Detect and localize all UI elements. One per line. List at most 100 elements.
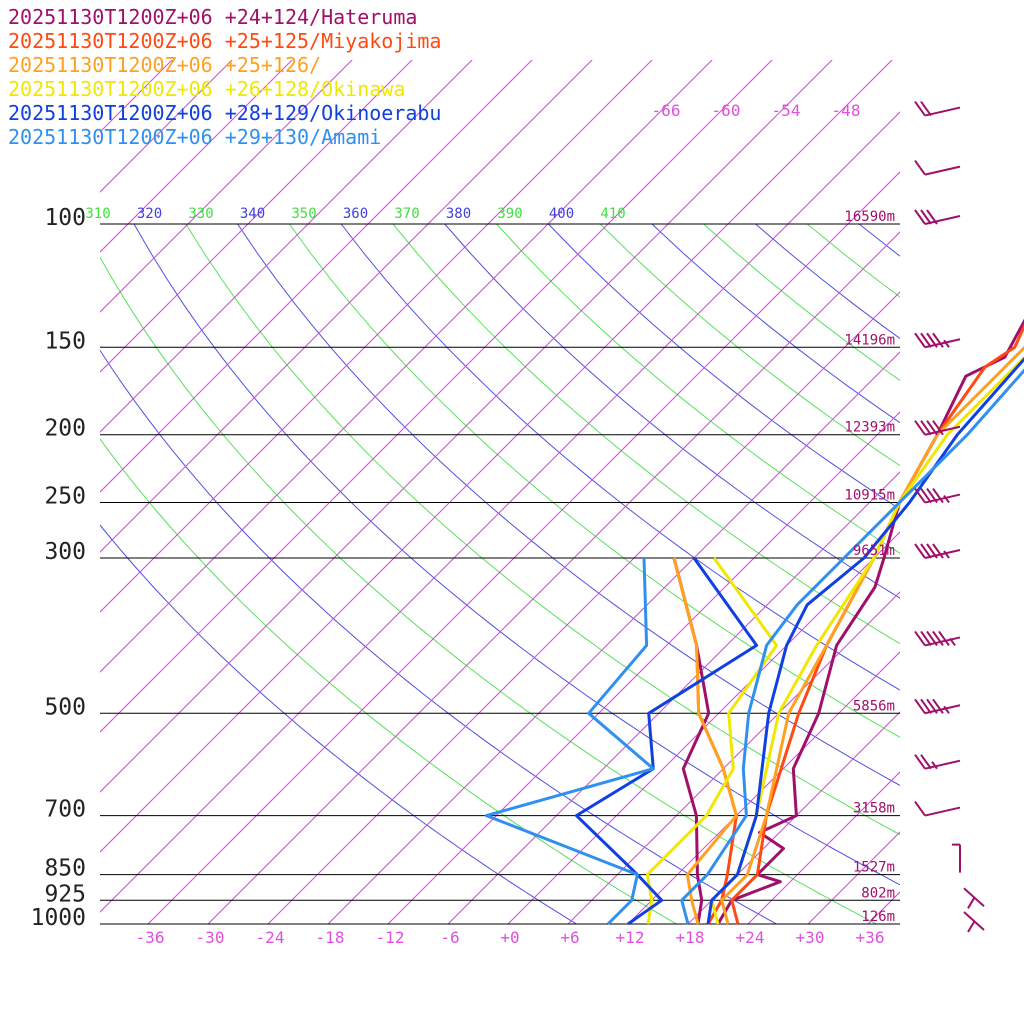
isotherm--6: [447, 471, 900, 924]
theta-label-350: 350: [291, 206, 316, 222]
wind-barb-100: [914, 209, 961, 225]
legend-entry: 20251130T1200Z+06 +25+125/Miyakojima: [8, 29, 441, 53]
dry-adiabat-370: [392, 223, 900, 645]
dewpoint-line-okinawa: [645, 557, 779, 925]
height-label-850: 1527m: [853, 860, 895, 876]
x-tick-label: +6: [560, 928, 579, 947]
wind-barb-shaft: [963, 887, 985, 909]
isotherm--66: [100, 60, 713, 673]
wind-barb-925: [963, 887, 985, 909]
x-tick-label: -12: [376, 928, 405, 947]
theta-label-410: 410: [600, 206, 625, 222]
wind-barb-shaft: [914, 630, 961, 647]
legend-entry: 20251130T1200Z+06 +25+126/: [8, 53, 321, 77]
isotherm-24: [747, 771, 900, 924]
temperature-line-amami: [680, 368, 1024, 925]
isotherm--114: [100, 60, 233, 193]
dry-adiabat-350: [288, 223, 900, 738]
axis-labels: 100 16590m 150 14196m 200 12393m 250 10915m 300 9…: [31, 101, 895, 947]
isotherm--12: [387, 411, 900, 924]
wind-barb-850: [952, 843, 961, 873]
pressure-label-1000: 1000: [31, 905, 86, 931]
isotherm--78: [100, 60, 593, 553]
wind-barb-250: [914, 487, 961, 504]
legend-entry: 20251130T1200Z+06 +29+130/Amami: [8, 125, 381, 149]
wind-barb-200: [914, 420, 961, 436]
height-label-100: 16590m: [844, 209, 895, 225]
dry-adiabat-440: [755, 223, 900, 340]
height-label-250: 10915m: [844, 488, 895, 504]
x-tick-label: -36: [136, 928, 165, 947]
upper-temp-label: -60: [712, 101, 741, 120]
wind-barb-shaft: [963, 911, 985, 933]
wind-barb-500: [914, 698, 961, 715]
pressure-label-700: 700: [44, 797, 86, 823]
isotherm--108: [100, 60, 293, 253]
pressure-label-250: 250: [44, 484, 86, 510]
x-tick-label: -18: [316, 928, 345, 947]
pressure-label-150: 150: [44, 328, 86, 354]
upper-temp-label: -48: [832, 101, 861, 120]
dry-adiabat-340: [237, 223, 900, 787]
x-tick-label: +18: [676, 928, 705, 947]
isotherm--48: [100, 60, 893, 853]
x-tick-label: +36: [856, 928, 885, 947]
wind-barb-70: [914, 100, 961, 117]
isotherm--102: [100, 60, 353, 313]
legend-entry: 20251130T1200Z+06 +26+128/Okinawa: [8, 77, 405, 101]
upper-temp-label: -54: [772, 101, 801, 120]
isotherm-grid: [100, 24, 1024, 924]
wind-barb-shaft: [914, 209, 961, 225]
height-label-1000: 126m: [861, 909, 895, 925]
x-tick-label: -30: [196, 928, 225, 947]
x-tick-label: -24: [256, 928, 285, 947]
isotherm-6: [567, 591, 900, 924]
theta-label-320: 320: [137, 206, 162, 222]
isotherm-42: [928, 24, 1024, 924]
theta-label-310: 310: [85, 206, 110, 222]
pressure-label-200: 200: [44, 416, 86, 442]
wind-barb-150: [914, 332, 961, 349]
series-lines: [484, 318, 1024, 926]
pressure-label-300: 300: [44, 539, 86, 565]
isotherm--30: [207, 231, 900, 924]
theta-label-390: 390: [497, 206, 522, 222]
height-label-925: 802m: [861, 885, 895, 901]
isotherm-36: [867, 891, 900, 924]
dry-adiabat-330: [185, 223, 900, 836]
x-tick-label: +0: [500, 928, 519, 947]
isotherm--24: [267, 291, 900, 924]
wind-barb-shaft: [914, 100, 961, 117]
x-tick-label: +12: [616, 928, 645, 947]
isotherm-12: [627, 651, 900, 924]
dewpoint-line-okinoerabu: [574, 557, 759, 926]
wind-barb-600: [914, 754, 961, 770]
dry-adiabat-320: [133, 223, 900, 886]
wind-barb-shaft: [952, 843, 961, 873]
theta-label-370: 370: [394, 206, 419, 222]
theta-label-340: 340: [240, 206, 265, 222]
legend-entry: 20251130T1200Z+06 +24+124/Hateruma: [8, 5, 417, 29]
pressure-label-500: 500: [44, 694, 86, 720]
pressure-label-925: 925: [44, 881, 86, 907]
dewpoint-line-25-126: [672, 557, 738, 925]
height-label-150: 14196m: [844, 332, 895, 348]
height-label-300: 9651m: [853, 543, 895, 559]
wind-barb-shaft: [914, 160, 961, 176]
x-tick-label: +30: [796, 928, 825, 947]
isotherm--18: [327, 351, 900, 924]
wind-barb-shaft: [914, 698, 961, 715]
isotherm--96: [100, 60, 413, 373]
isotherm--84: [100, 60, 533, 493]
pressure-label-100: 100: [44, 205, 86, 231]
isotherm-48: [988, 24, 1024, 924]
dry-adiabat-280: [100, 524, 577, 924]
wind-barb-shaft: [914, 487, 961, 504]
upper-temp-label: -66: [652, 101, 681, 120]
dry-adiabat-grid: [100, 223, 900, 924]
wind-barb-shaft: [914, 800, 961, 817]
dry-adiabat-460: [858, 223, 900, 257]
wind-barb-85: [914, 160, 961, 176]
isotherm--42: [100, 111, 900, 913]
